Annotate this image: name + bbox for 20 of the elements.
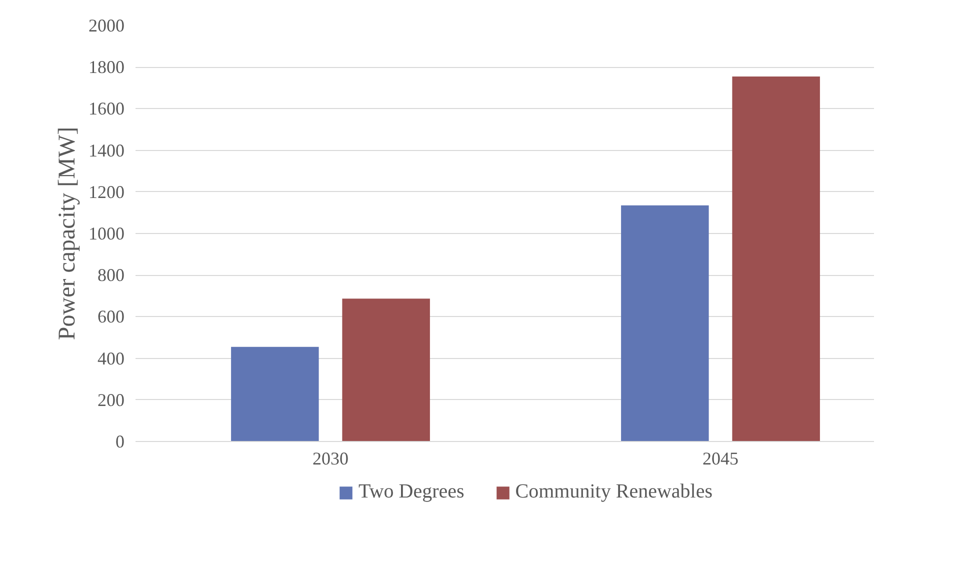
y-tick-label: 1000 — [88, 224, 124, 244]
y-tick-label: 0 — [116, 432, 124, 452]
legend-label: Community Renewables — [515, 480, 712, 504]
y-tick-label: 1400 — [88, 140, 124, 160]
y-tick-label: 1800 — [88, 57, 124, 78]
y-tick-label: 1200 — [88, 182, 124, 202]
x-tick-label: 2030 — [312, 448, 348, 468]
y-axis-title: Power capacity [MW] — [54, 126, 80, 340]
y-tick-label: 600 — [98, 306, 124, 327]
y-tick-label: 200 — [98, 390, 124, 410]
y-tick-label: 1600 — [88, 98, 124, 119]
bar — [621, 205, 709, 442]
bar — [231, 346, 319, 442]
y-tick-label: 800 — [98, 265, 124, 286]
legend-label: Two Degrees — [358, 480, 464, 504]
y-tick-label: 400 — [98, 348, 124, 368]
bar — [342, 298, 430, 442]
y-tick-label: 2000 — [88, 16, 124, 36]
x-tick-label: 2045 — [702, 448, 738, 468]
bar — [732, 76, 820, 442]
